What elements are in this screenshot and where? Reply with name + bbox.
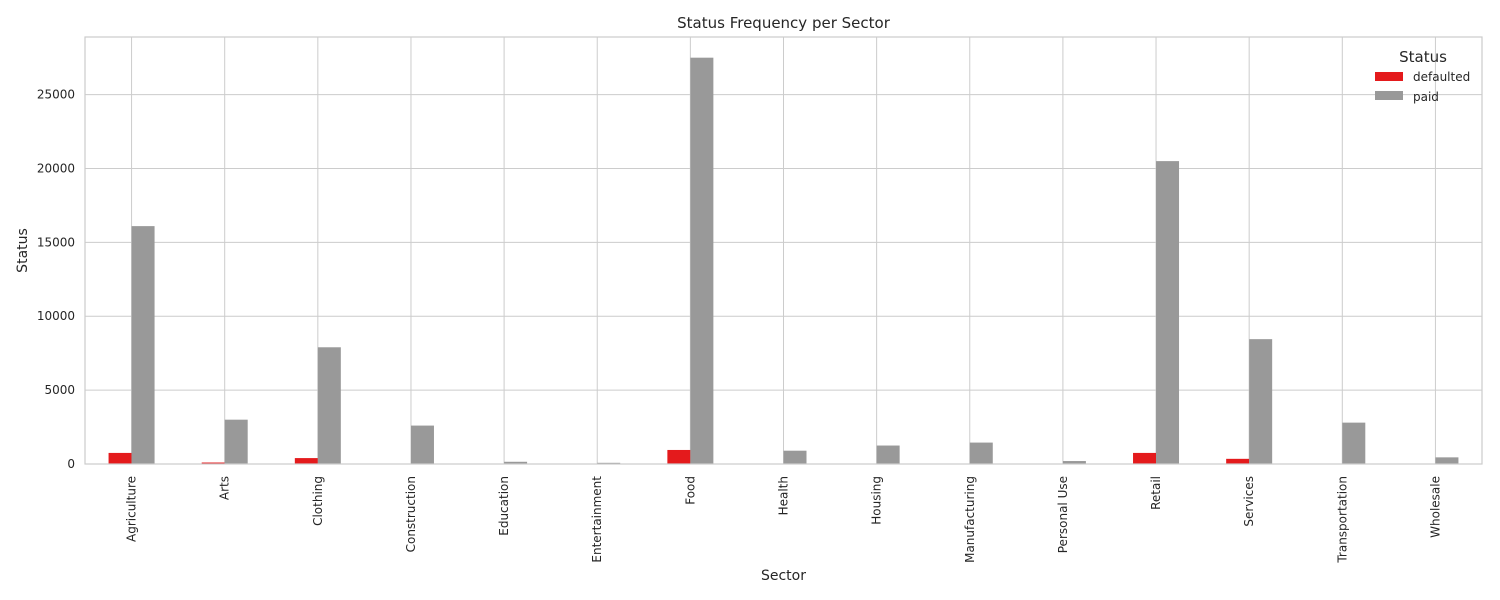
y-tick-label: 25000	[37, 88, 75, 102]
x-tick-label: Health	[777, 476, 791, 515]
bar-paid-food	[690, 57, 714, 464]
y-axis-ticks: 0 5000 10000 15000 20000 25000	[37, 88, 75, 471]
legend-swatch-paid	[1375, 91, 1403, 100]
bar-defaulted-agriculture	[108, 452, 132, 464]
bar-paid-services	[1249, 339, 1273, 464]
legend-swatch-defaulted	[1375, 72, 1403, 81]
y-tick-label: 10000	[37, 309, 75, 323]
legend-label-defaulted: defaulted	[1413, 70, 1470, 84]
bar-defaulted-services	[1226, 458, 1250, 464]
legend-item-defaulted: defaulted	[1375, 70, 1470, 84]
x-tick-label: Personal Use	[1056, 476, 1070, 553]
bar-paid-personal-use	[1062, 461, 1086, 464]
x-axis-label: Sector	[761, 568, 806, 584]
y-axis-label: Status	[15, 228, 31, 273]
bar-paid-arts	[224, 419, 248, 464]
x-tick-label: Education	[497, 476, 511, 536]
bar-defaulted-food	[667, 449, 691, 464]
bars	[108, 57, 1459, 465]
x-tick-label: Manufacturing	[963, 476, 977, 563]
bar-paid-health	[783, 450, 807, 464]
plot-frame	[84, 36, 1483, 465]
x-tick-label: Services	[1242, 476, 1256, 527]
bar-defaulted-clothing	[294, 458, 318, 464]
bar-paid-clothing	[317, 347, 341, 464]
bar-paid-construction	[410, 425, 434, 464]
bar-paid-transportation	[1342, 422, 1366, 464]
x-tick-label: Wholesale	[1428, 476, 1442, 538]
y-tick-label: 20000	[37, 161, 75, 175]
y-tick-label: 5000	[44, 383, 75, 397]
legend-label-paid: paid	[1413, 90, 1439, 104]
x-tick-label: Transportation	[1335, 476, 1349, 564]
x-tick-label: Retail	[1149, 476, 1163, 510]
x-tick-label: Food	[683, 476, 697, 505]
bar-paid-housing	[876, 445, 900, 464]
legend-item-paid: paid	[1375, 90, 1439, 104]
bar-paid-wholesale	[1435, 457, 1459, 464]
chart-title: Status Frequency per Sector	[677, 14, 891, 32]
x-axis-ticks: Agriculture Arts Clothing Construction Educa…	[125, 476, 1443, 564]
bar-defaulted-arts	[201, 462, 225, 464]
y-tick-label: 15000	[37, 235, 75, 249]
y-tick-label: 0	[67, 457, 75, 471]
x-tick-label: Construction	[404, 476, 418, 552]
x-tick-label: Housing	[870, 476, 884, 525]
x-tick-label: Arts	[218, 476, 232, 500]
bar-paid-agriculture	[131, 226, 155, 464]
bar-paid-retail	[1156, 161, 1180, 465]
legend-title: Status	[1399, 48, 1447, 66]
bar-defaulted-retail	[1133, 452, 1157, 464]
bar-paid-manufacturing	[969, 442, 993, 464]
x-tick-label: Entertainment	[590, 476, 604, 563]
x-tick-label: Agriculture	[125, 476, 139, 542]
legend: Status defaulted paid	[1375, 48, 1470, 104]
x-tick-label: Clothing	[311, 476, 325, 526]
grid	[85, 37, 1482, 465]
bar-paid-education	[504, 461, 528, 464]
